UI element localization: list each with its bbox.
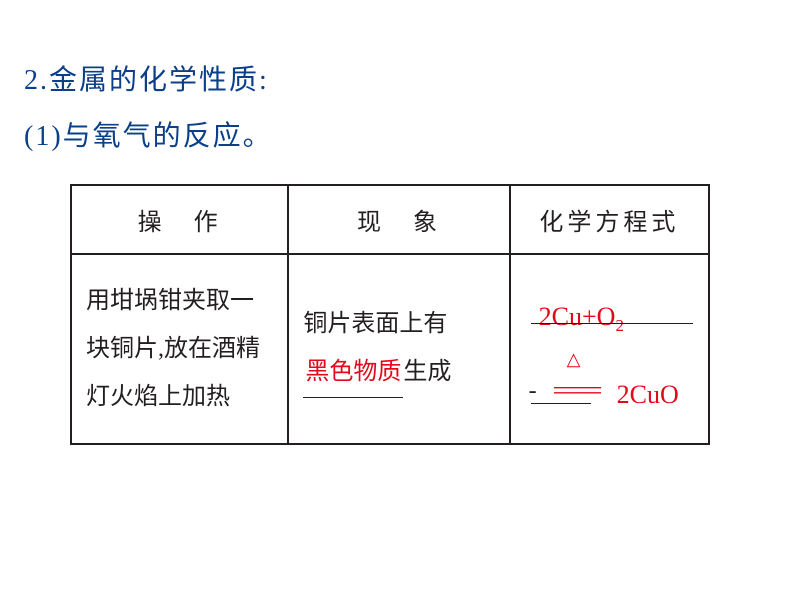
table-header-row: 操 作 现 象 化学方程式	[71, 185, 709, 254]
header-equation: 化学方程式	[510, 185, 709, 254]
table-row: 用坩埚钳夹取一块铜片,放在酒精灯火焰上加热 铜片表面上有 黑色物质生成 2Cu+…	[71, 254, 709, 444]
reaction-table: 操 作 现 象 化学方程式 用坩埚钳夹取一块铜片,放在酒精灯火焰上加热 铜片表面…	[70, 184, 710, 445]
eq-dash: -	[529, 367, 537, 415]
cell-operation: 用坩埚钳夹取一块铜片,放在酒精灯火焰上加热	[71, 254, 288, 444]
subsection-heading: (1)与氧气的反应。	[24, 114, 273, 154]
eq-product: 2CuO	[617, 369, 679, 421]
eq-reactants: 2Cu+O2	[539, 291, 624, 343]
phenom-prefix: 铜片表面上有	[303, 311, 447, 337]
cell-phenomenon: 铜片表面上有 黑色物质生成	[288, 254, 509, 444]
eq-equals: ====	[553, 365, 600, 417]
section-heading: 2.金属的化学性质:	[24, 58, 269, 98]
phenom-blank: 黑色物质	[303, 348, 403, 398]
phenom-fill: 黑色物质	[305, 359, 401, 385]
eq-underline-top	[531, 323, 693, 324]
eq-underline-bottom	[531, 403, 591, 404]
cell-equation: 2Cu+O2 △ - ==== 2CuO	[510, 254, 709, 444]
header-phenomenon: 现 象	[288, 185, 509, 254]
header-operation: 操 作	[71, 185, 288, 254]
phenom-suffix: 生成	[403, 359, 451, 385]
